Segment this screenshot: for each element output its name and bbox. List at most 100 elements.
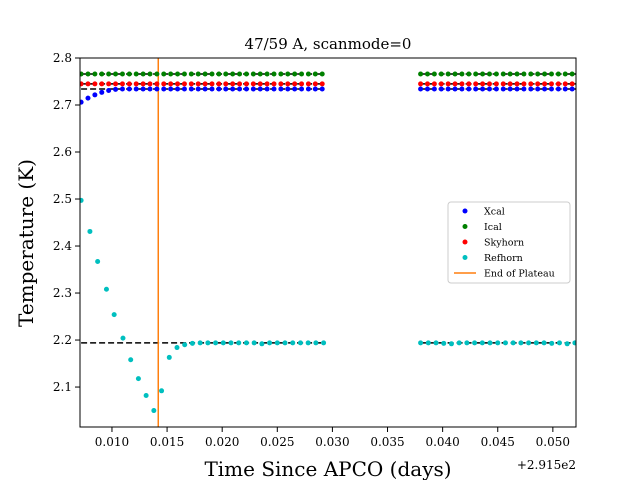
xcal-point: [507, 86, 513, 92]
skyhorn-point: [243, 81, 249, 87]
refhorn-point: [197, 340, 203, 346]
refhorn-point: [495, 340, 501, 346]
skyhorn-point: [257, 81, 263, 87]
skyhorn-point: [493, 81, 499, 87]
skyhorn-point: [500, 81, 506, 87]
ical-point: [223, 71, 229, 77]
refhorn-point: [87, 228, 93, 234]
xcal-point: [106, 87, 112, 93]
xcal-point: [140, 86, 146, 92]
xcal-point: [202, 86, 208, 92]
y-axis-title: Temperature (K): [14, 159, 38, 327]
refhorn-point: [80, 197, 84, 203]
refhorn-point: [418, 340, 424, 346]
legend-swatch-xcal: [462, 208, 468, 214]
ical-point: [99, 71, 105, 77]
xcal-point: [424, 86, 430, 92]
skyhorn-point: [486, 81, 492, 87]
xcal-point: [555, 86, 561, 92]
y-tick-label: 2.4: [53, 239, 72, 253]
ical-point: [452, 71, 458, 77]
refhorn-point: [151, 408, 157, 414]
xcal-point: [230, 86, 236, 92]
ical-point: [202, 71, 208, 77]
xcal-point: [80, 99, 84, 105]
y-tick-label: 2.8: [53, 51, 72, 65]
legend-swatch-skyhorn: [462, 239, 468, 245]
xcal-point: [264, 86, 270, 92]
legend-box: [447, 201, 571, 284]
ical-point: [562, 71, 568, 77]
skyhorn-point: [230, 81, 236, 87]
ical-point: [305, 71, 311, 77]
xcal-point: [548, 86, 554, 92]
ical-point: [285, 71, 291, 77]
skyhorn-point: [126, 81, 132, 87]
refhorn-point: [236, 340, 242, 346]
ical-point: [438, 71, 444, 77]
skyhorn-point: [85, 81, 91, 87]
skyhorn-point: [223, 81, 229, 87]
refhorn-point: [282, 340, 288, 346]
data-points: [80, 71, 576, 414]
refhorn-point: [220, 340, 226, 346]
ical-point: [548, 71, 554, 77]
refhorn-point: [182, 342, 188, 348]
ical-point: [507, 71, 513, 77]
ical-point: [188, 71, 194, 77]
xcal-point: [445, 86, 451, 92]
skyhorn-point: [209, 81, 215, 87]
skyhorn-point: [161, 81, 167, 87]
refhorn-point: [166, 354, 172, 360]
xcal-point: [542, 86, 548, 92]
refhorn-point: [143, 393, 149, 399]
xcal-point: [438, 86, 444, 92]
xcal-point: [195, 86, 201, 92]
refhorn-point: [297, 340, 303, 346]
xcal-point: [493, 86, 499, 92]
x-offset-label: +2.915e2: [517, 458, 576, 472]
xcal-point: [237, 86, 243, 92]
refhorn-point: [274, 340, 280, 346]
refhorn-point: [95, 259, 101, 265]
skyhorn-point: [445, 81, 451, 87]
refhorn-point: [472, 340, 478, 346]
ical-point: [569, 71, 575, 77]
refhorn-point: [228, 340, 234, 346]
legend-items: Xcal Ical Skyhorn Refhorn End of Plateau: [454, 207, 555, 280]
skyhorn-point: [237, 81, 243, 87]
xcal-point: [528, 86, 534, 92]
refhorn-point: [189, 340, 195, 346]
xcal-point: [312, 86, 318, 92]
refhorn-point: [572, 340, 576, 346]
skyhorn-point: [480, 81, 486, 87]
skyhorn-point: [312, 81, 318, 87]
skyhorn-point: [319, 81, 325, 87]
ical-point: [80, 71, 84, 77]
xcal-point: [271, 86, 277, 92]
xcal-point: [216, 86, 222, 92]
legend-label-skyhorn: Skyhorn: [484, 238, 524, 249]
skyhorn-point: [473, 81, 479, 87]
xcal-point: [514, 86, 520, 92]
skyhorn-point: [424, 81, 430, 87]
xcal-point: [299, 86, 305, 92]
xcal-point: [133, 86, 139, 92]
xcal-point: [305, 86, 311, 92]
y-tick-label: 2.2: [53, 333, 72, 347]
xcal-point: [466, 86, 472, 92]
ical-point: [521, 71, 527, 77]
ical-point: [113, 71, 119, 77]
xcal-point: [161, 86, 167, 92]
ical-point: [133, 71, 139, 77]
xcal-point: [250, 86, 256, 92]
skyhorn-point: [250, 81, 256, 87]
x-tick-label: 0.035: [370, 435, 404, 449]
legend: Xcal Ical Skyhorn Refhorn End of Plateau: [447, 201, 571, 284]
ical-point: [250, 71, 256, 77]
ical-point: [555, 71, 561, 77]
skyhorn-point: [147, 81, 153, 87]
skyhorn-point: [80, 81, 84, 87]
refhorn-point: [128, 357, 134, 363]
x-tick-label: 0.025: [260, 435, 294, 449]
